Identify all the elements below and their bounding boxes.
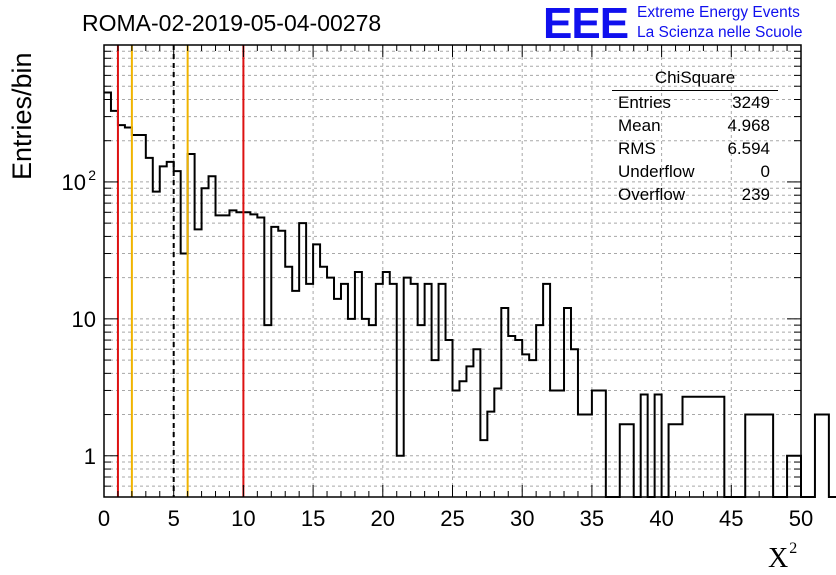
x-tick-label: 15 (301, 506, 325, 531)
y-axis-label: Entries/bin (7, 52, 37, 180)
stats-label: Mean (618, 116, 661, 135)
stats-value: 6.594 (727, 139, 770, 158)
stats-label: Overflow (618, 185, 686, 204)
y-tick-label: 10 (62, 170, 86, 195)
stats-row-entries: Entries 3249 (612, 91, 778, 114)
x-tick-label: 40 (649, 506, 673, 531)
x-tick-label: 20 (371, 506, 395, 531)
stats-label: Underflow (618, 162, 695, 181)
stats-label: RMS (618, 139, 656, 158)
logo-caption-line2: La Scienza nelle Scuole (637, 24, 803, 41)
stats-value: 4.968 (727, 116, 770, 135)
logo-caption-line1: Extreme Energy Events (637, 4, 800, 21)
stats-box: ChiSquare Entries 3249 Mean 4.968 RMS 6.… (612, 66, 778, 206)
x-tick-label: 0 (98, 506, 110, 531)
histogram-outline (104, 91, 836, 498)
x-tick-label: 5 (168, 506, 180, 531)
x-axis-label: X2 (768, 540, 798, 574)
x-tick-label: 25 (440, 506, 464, 531)
stats-value: 0 (760, 162, 770, 181)
stats-value: 3249 (732, 93, 770, 112)
stats-title: ChiSquare (612, 66, 778, 91)
x-tick-label: 35 (580, 506, 604, 531)
stats-row-rms: RMS 6.594 (612, 137, 778, 160)
x-tick-label: 50 (789, 506, 813, 531)
stats-row-underflow: Underflow 0 (612, 160, 778, 183)
x-tick-label: 30 (510, 506, 534, 531)
y-tick-label: 10 (72, 307, 96, 332)
eee-logo: EEE (543, 0, 629, 48)
stats-value: 239 (741, 185, 770, 204)
chart-title: ROMA-02-2019-05-04-00278 (82, 10, 382, 36)
stats-row-overflow: Overflow 239 (612, 183, 778, 206)
stats-row-mean: Mean 4.968 (612, 114, 778, 137)
x-tick-label: 45 (719, 506, 743, 531)
y-tick-label: 1 (84, 444, 96, 469)
stats-label: Entries (618, 93, 671, 112)
x-tick-label: 10 (231, 506, 255, 531)
y-tick-exponent: 2 (88, 167, 96, 183)
